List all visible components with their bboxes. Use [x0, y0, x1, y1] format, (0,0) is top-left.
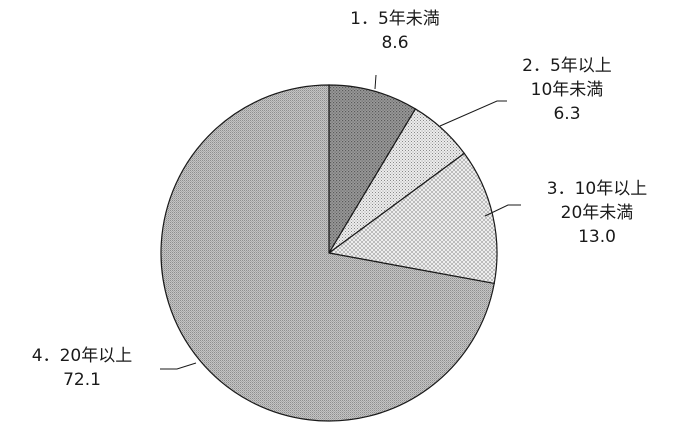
slice-label-3: 3．10年以上 20年未満 13.0 — [547, 179, 647, 247]
slice-name-4: 4．20年以上 — [32, 346, 132, 366]
slice-label-4: 4．20年以上 72.1 — [32, 346, 132, 390]
slice-value-3: 13.0 — [578, 227, 616, 247]
slice-value-4: 72.1 — [63, 370, 101, 390]
slice-label-2: 2．5年以上 10年未満 6.3 — [522, 56, 612, 124]
slice-name-3: 3．10年以上 — [547, 179, 647, 199]
slice-value-1: 8.6 — [381, 33, 408, 53]
slice-label-1: 1．5年未満 8.6 — [350, 9, 440, 53]
leader-line-2 — [439, 100, 507, 127]
pie-slice-4 — [160, 84, 495, 422]
pie-slice-1 — [328, 84, 417, 256]
leader-line-3 — [484, 204, 521, 217]
slice-name-2: 2．5年以上 — [522, 56, 612, 76]
slice-name-1: 1．5年未満 — [350, 9, 440, 29]
leader-line-4 — [160, 362, 197, 370]
leader-line-1 — [374, 74, 377, 90]
pie-slice-3 — [327, 152, 498, 285]
slice-value-2: 6.3 — [553, 104, 580, 124]
slice-name-3: 20年未満 — [561, 203, 634, 223]
slice-name-2: 10年未満 — [531, 80, 604, 100]
